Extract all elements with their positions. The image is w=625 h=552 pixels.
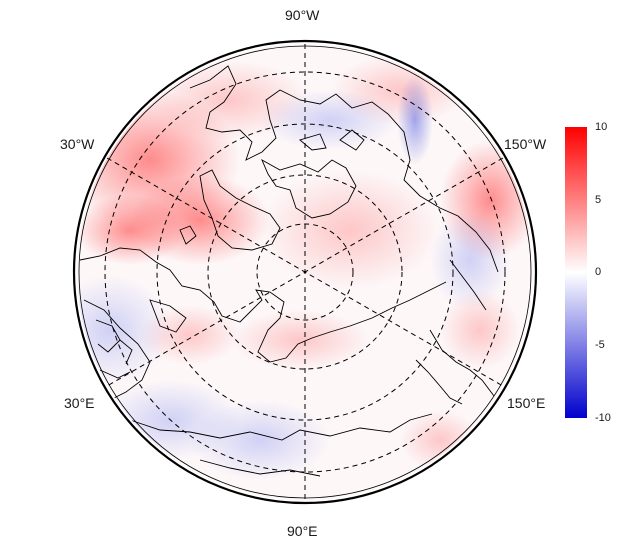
graticule [104, 44, 506, 500]
colorbar-tick-0: 0 [595, 266, 602, 278]
colorbar-tick-5: 5 [595, 194, 602, 206]
colorbar-tick-minus5: -5 [595, 339, 605, 351]
colorbar-tick-minus10: -10 [595, 412, 611, 424]
colorbar-tick-10: 10 [595, 121, 608, 133]
latitude-circle-2 [207, 174, 403, 370]
lon-label-top: 90°W [285, 7, 320, 23]
lon-label-bottom: 90°E [287, 523, 318, 539]
latitude-circle-3 [156, 123, 454, 421]
meridian-150w-30e [106, 157, 504, 387]
anomaly-field [77, 44, 533, 500]
lon-label-lower-left: 30°E [64, 395, 95, 411]
lon-label-upper-right: 150°W [504, 136, 547, 152]
colorbar [565, 127, 587, 418]
lon-label-upper-left: 30°W [60, 136, 95, 152]
map-border [72, 39, 538, 505]
lon-label-lower-right: 150°E [507, 395, 546, 411]
latitude-circle-4 [104, 71, 506, 473]
